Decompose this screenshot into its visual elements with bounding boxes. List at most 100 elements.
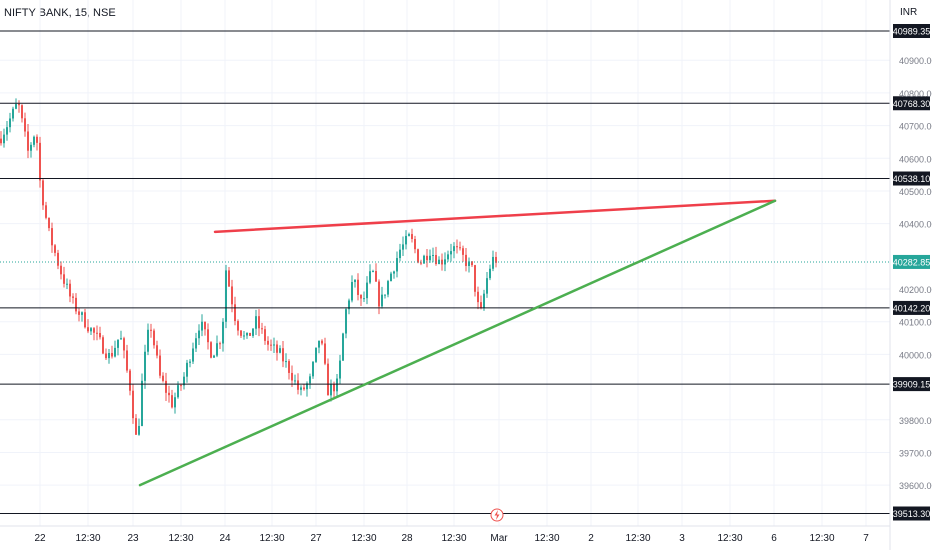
candles-layer — [0, 98, 497, 436]
candle-body — [426, 255, 428, 261]
time-axis[interactable]: 22 12:30 23 12:30 24 12:30 27 12:30 28 12:30 Mar 12… — [0, 508, 890, 544]
candle-body — [378, 281, 380, 307]
candle-body — [96, 332, 98, 334]
candle-body — [201, 321, 203, 331]
candle-body — [102, 337, 104, 354]
price-tick-label: 40900.00 — [899, 56, 932, 66]
candle-body — [255, 316, 257, 329]
candle-body — [300, 387, 302, 390]
candle-body — [192, 348, 194, 362]
candle-body — [465, 254, 467, 266]
candle-body — [408, 234, 410, 236]
candle-body — [198, 330, 200, 339]
candle-body — [225, 270, 227, 322]
candle-body — [138, 425, 140, 435]
candle-body — [18, 104, 20, 106]
candle-body — [159, 355, 161, 376]
candle-body — [279, 348, 281, 353]
level-price-label: 39513.30 — [893, 509, 931, 519]
candle-body — [174, 397, 176, 408]
candle-body — [36, 136, 38, 143]
price-tick-label: 39700.00 — [899, 448, 932, 458]
candle-body — [105, 353, 107, 359]
candle-body — [54, 245, 56, 253]
candle-body — [93, 328, 95, 333]
candle-body — [315, 347, 317, 362]
candle-body — [240, 330, 242, 336]
price-tick-label: 40800.00 — [899, 89, 932, 99]
trendlines-layer[interactable] — [138, 199, 777, 487]
candle-body — [303, 387, 305, 390]
time-tick-label: 12:30 — [441, 533, 466, 544]
candle-body — [99, 333, 101, 338]
candle-body — [471, 261, 473, 266]
lightning-icon[interactable] — [490, 508, 504, 522]
level-price-tag — [893, 24, 930, 38]
candle-body — [297, 380, 299, 390]
candle-body — [3, 134, 5, 144]
time-tick-label: 7 — [863, 533, 869, 544]
candle-body — [492, 256, 494, 269]
candle-body — [420, 262, 422, 264]
candle-body — [111, 353, 113, 357]
candle-body — [423, 255, 425, 264]
candle-body — [135, 418, 137, 435]
candle-body — [396, 258, 398, 272]
candle-body — [84, 312, 86, 328]
candle-body — [231, 286, 233, 305]
candle-body — [417, 249, 419, 263]
candle-body — [210, 342, 212, 358]
price-tick-label: 39800.00 — [899, 416, 932, 426]
candle-body — [57, 252, 59, 266]
candle-body — [204, 321, 206, 330]
time-tick-label: 28 — [401, 533, 413, 544]
levels-layer[interactable]: 40989.35 40768.30 40538.10 40142.20 39909.15… — [0, 24, 930, 521]
level-price-label: 39909.15 — [893, 380, 931, 390]
level-price-tag — [893, 96, 930, 111]
candle-body — [270, 344, 272, 346]
candle-body — [6, 127, 8, 135]
candle-body — [183, 376, 185, 386]
time-tick-label: 12:30 — [351, 533, 376, 544]
candle-body — [351, 282, 353, 301]
candle-body — [156, 345, 158, 356]
current-price-tag — [893, 254, 930, 269]
candle-body — [141, 380, 143, 426]
price-axis[interactable]: 40900.00 40800.00 40700.00 40600.00 40500.00… — [889, 0, 932, 550]
level-price-tag — [893, 506, 930, 521]
candle-body — [432, 255, 434, 257]
time-tick-label: 12:30 — [809, 533, 834, 544]
candle-body — [381, 294, 383, 307]
resistance-trendline[interactable] — [213, 199, 777, 234]
candle-body — [207, 329, 209, 343]
candle-body — [453, 246, 455, 252]
price-tick-label: 40000.00 — [899, 350, 932, 360]
candle-body — [261, 328, 263, 330]
candle-body — [357, 279, 359, 295]
time-tick-label: 24 — [219, 533, 231, 544]
candle-body — [306, 383, 308, 390]
candle-body — [336, 378, 338, 392]
candle-body — [237, 321, 239, 331]
candle-body — [219, 343, 221, 345]
candle-body — [366, 282, 368, 299]
candle-body — [309, 376, 311, 384]
candle-body — [246, 332, 248, 336]
candle-body — [375, 271, 377, 282]
candle-body — [414, 238, 416, 250]
candle-body — [15, 104, 17, 109]
price-tick-label: 40100.00 — [899, 318, 932, 328]
support-trendline[interactable] — [138, 199, 777, 487]
level-price-label: 40538.10 — [893, 174, 931, 184]
price-tick-label: 40200.00 — [899, 285, 932, 295]
candle-body — [186, 362, 188, 377]
candle-body — [150, 329, 152, 331]
candle-body — [405, 235, 407, 245]
candle-body — [81, 312, 83, 315]
time-tick-label: 27 — [310, 533, 322, 544]
candle-body — [330, 384, 332, 396]
lightning-icon-bolt — [494, 510, 500, 520]
candle-body — [402, 244, 404, 250]
